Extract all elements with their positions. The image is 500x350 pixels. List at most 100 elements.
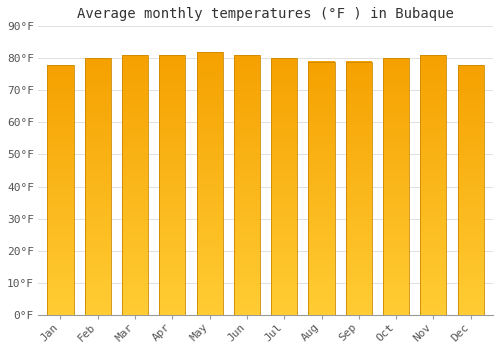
Bar (122, 149, 148, 153)
Bar (346, 172, 372, 175)
Bar (122, 84, 148, 88)
Bar (420, 136, 446, 140)
Bar (308, 93, 334, 96)
Bar (271, 125, 297, 129)
Bar (196, 121, 222, 124)
Bar (160, 289, 186, 292)
Bar (308, 153, 334, 156)
Bar (160, 262, 186, 266)
Bar (383, 74, 409, 78)
Bar (160, 65, 186, 68)
Bar (122, 107, 148, 110)
Bar (160, 172, 186, 175)
Bar (234, 220, 260, 224)
Bar (346, 236, 372, 239)
Bar (420, 275, 446, 279)
Bar (383, 222, 409, 225)
Bar (271, 282, 297, 286)
Bar (122, 195, 148, 198)
Bar (308, 74, 334, 77)
Bar (48, 180, 74, 183)
Bar (458, 187, 483, 190)
Bar (346, 232, 372, 236)
Bar (271, 302, 297, 305)
Bar (122, 172, 148, 175)
Bar (458, 127, 483, 130)
Bar (196, 75, 222, 78)
Bar (458, 96, 483, 99)
Bar (234, 139, 260, 143)
Bar (234, 117, 260, 120)
Bar (48, 302, 74, 305)
Bar (160, 146, 186, 149)
Bar (383, 279, 409, 283)
Bar (308, 239, 334, 242)
Bar (160, 269, 186, 273)
Bar (308, 302, 334, 305)
Bar (84, 97, 111, 100)
Bar (160, 311, 186, 315)
Bar (383, 135, 409, 139)
Bar (84, 100, 111, 103)
Bar (196, 305, 222, 308)
Bar (383, 247, 409, 251)
Bar (420, 198, 446, 201)
Bar (308, 150, 334, 153)
Bar (48, 252, 74, 256)
Bar (234, 55, 260, 315)
Bar (234, 123, 260, 126)
Bar (383, 180, 409, 183)
Bar (346, 194, 372, 198)
Bar (271, 65, 297, 68)
Bar (346, 99, 372, 103)
Bar (271, 148, 297, 151)
Bar (420, 191, 446, 195)
Bar (48, 255, 74, 258)
Bar (196, 107, 222, 111)
Bar (458, 246, 483, 249)
Bar (122, 159, 148, 162)
Bar (48, 249, 74, 252)
Bar (458, 121, 483, 124)
Bar (346, 156, 372, 160)
Bar (420, 107, 446, 110)
Bar (308, 128, 334, 131)
Bar (84, 87, 111, 90)
Bar (458, 140, 483, 143)
Bar (48, 90, 74, 93)
Bar (234, 214, 260, 217)
Bar (122, 201, 148, 204)
Bar (458, 130, 483, 133)
Bar (346, 178, 372, 182)
Bar (84, 286, 111, 289)
Bar (420, 126, 446, 130)
Bar (160, 282, 186, 286)
Bar (196, 173, 222, 177)
Bar (458, 174, 483, 177)
Bar (48, 312, 74, 315)
Bar (346, 90, 372, 93)
Bar (84, 161, 111, 164)
Bar (420, 55, 446, 58)
Bar (84, 106, 111, 110)
Bar (196, 190, 222, 193)
Bar (234, 107, 260, 110)
Bar (271, 196, 297, 200)
Bar (196, 98, 222, 101)
Bar (308, 254, 334, 258)
Bar (160, 227, 186, 230)
Bar (234, 224, 260, 227)
Bar (383, 312, 409, 315)
Bar (308, 118, 334, 122)
Bar (346, 270, 372, 274)
Bar (122, 100, 148, 104)
Bar (308, 226, 334, 229)
Bar (48, 274, 74, 277)
Bar (383, 103, 409, 106)
Bar (160, 256, 186, 260)
Bar (48, 211, 74, 215)
Bar (458, 308, 483, 312)
Bar (420, 175, 446, 178)
Bar (122, 208, 148, 211)
Bar (458, 265, 483, 268)
